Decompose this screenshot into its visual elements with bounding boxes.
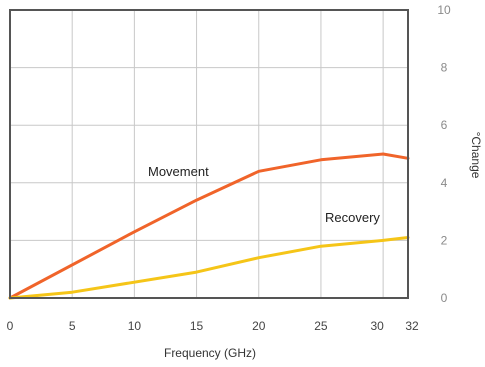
series-label-recovery: Recovery (325, 210, 380, 225)
y-tick-label: 8 (441, 61, 448, 75)
series-label-movement: Movement (148, 164, 209, 179)
x-tick-label: 20 (252, 319, 266, 333)
series-lines (8, 152, 410, 300)
plot-frame (9, 9, 409, 299)
y-tick-label: 0 (441, 291, 448, 305)
x-tick-label: 32 (405, 319, 419, 333)
series-line-recovery (8, 236, 410, 300)
x-tick-label: 25 (314, 319, 328, 333)
y-tick-label: 6 (441, 118, 448, 132)
x-tick-labels: 0 5 10 15 20 25 30 32 (7, 319, 419, 333)
x-tick-label: 15 (190, 319, 204, 333)
y-tick-label: 4 (441, 176, 448, 190)
series-line-movement (8, 152, 410, 300)
x-tick-label: 10 (128, 319, 142, 333)
x-tick-label: 30 (370, 319, 384, 333)
y-axis-title: °Change (469, 132, 483, 179)
y-tick-labels: 0 2 4 6 8 10 (437, 3, 451, 305)
x-axis-title: Frequency (GHz) (164, 346, 256, 360)
plot-background (10, 10, 408, 298)
y-tick-label: 10 (437, 3, 451, 17)
x-tick-label: 0 (7, 319, 14, 333)
x-tick-label: 5 (69, 319, 76, 333)
y-tick-label: 2 (441, 233, 448, 247)
